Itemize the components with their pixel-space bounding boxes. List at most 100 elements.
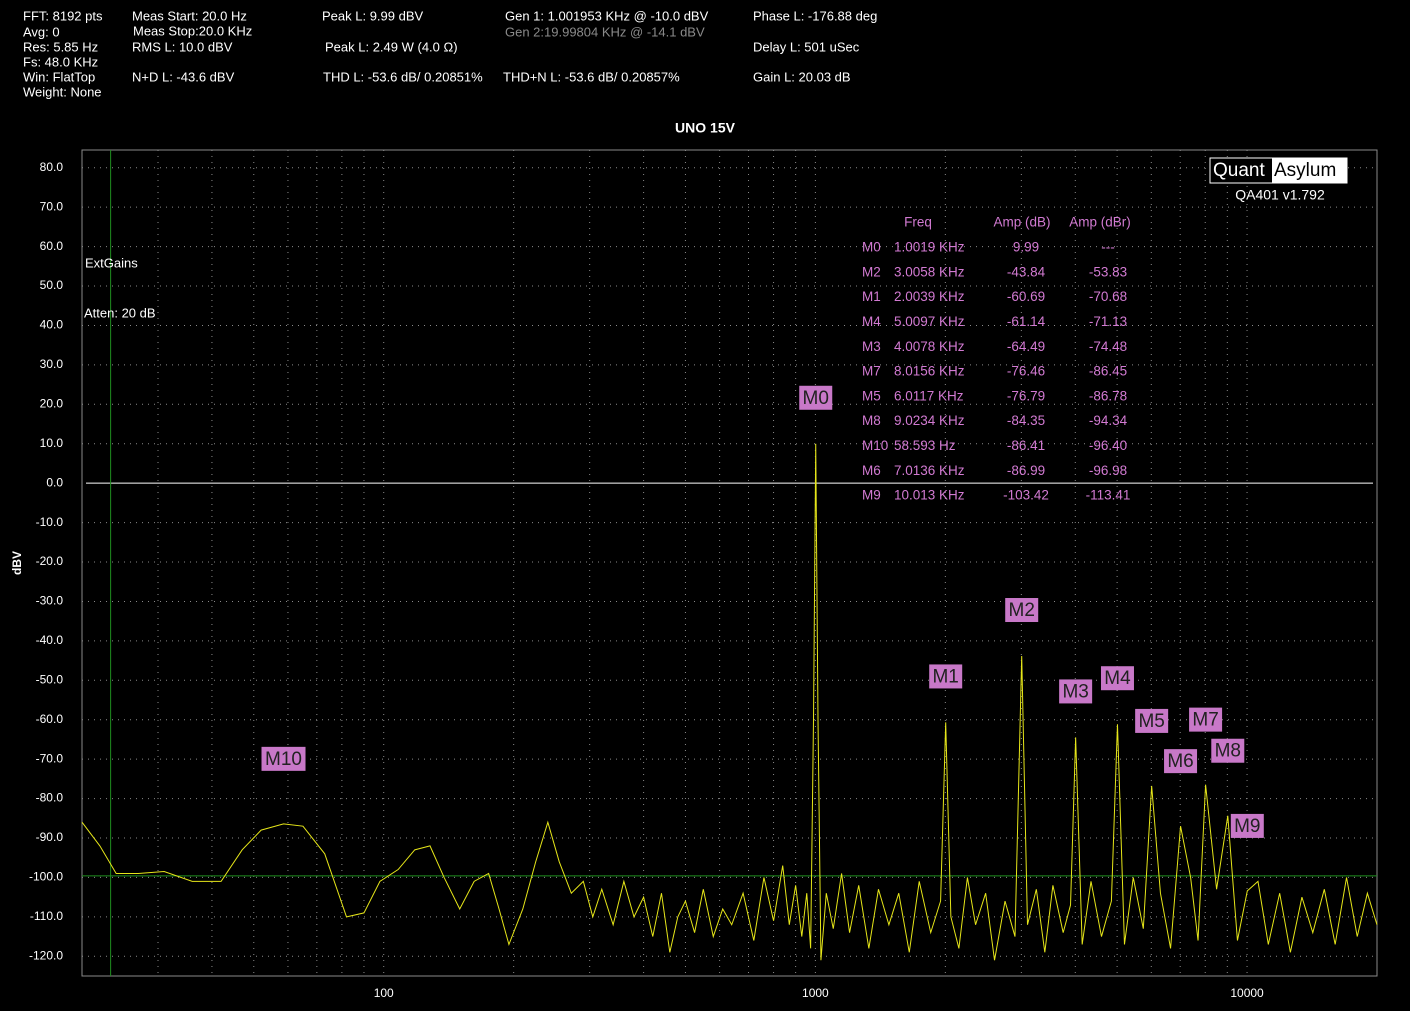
plot: 80.0 70.0 60.0 50.0 40.0 30.0 20.0 10.0 0.0 -10.0… bbox=[29, 150, 1378, 1000]
y-tick-label: -20.0 bbox=[36, 554, 64, 568]
table-cell: M8 bbox=[862, 413, 881, 428]
table-cell: -86.99 bbox=[1007, 463, 1045, 478]
version: QA401 v1.792 bbox=[1235, 187, 1325, 203]
table-cell: -76.46 bbox=[1007, 364, 1045, 379]
table-cell: 3.0058 KHz bbox=[894, 264, 965, 279]
marker-label: M9 bbox=[1234, 816, 1260, 837]
marker-label: M3 bbox=[1062, 681, 1088, 702]
table-cell: -103.42 bbox=[1003, 488, 1049, 503]
marker-label: M6 bbox=[1167, 751, 1193, 772]
marker-box bbox=[1211, 738, 1245, 763]
table-cell: -96.40 bbox=[1089, 438, 1127, 453]
y-tick-label: 40.0 bbox=[40, 318, 64, 332]
table-cell: -61.14 bbox=[1007, 314, 1046, 329]
table-cell: -76.79 bbox=[1007, 388, 1045, 403]
y-tick-label: -120.0 bbox=[29, 948, 63, 962]
stat: N+D L: -43.6 dBV bbox=[132, 69, 235, 84]
table-cell: 9.99 bbox=[1013, 240, 1039, 255]
y-tick-label: -80.0 bbox=[36, 791, 64, 805]
marker-box bbox=[261, 746, 306, 771]
table-cell: -71.13 bbox=[1089, 314, 1127, 329]
table-cell: M9 bbox=[862, 488, 881, 503]
table-cell: M0 bbox=[862, 240, 881, 255]
marker-box bbox=[1005, 598, 1039, 623]
plot-frame bbox=[81, 149, 1378, 977]
table-cell: 7.0136 KHz bbox=[894, 463, 965, 478]
marker-box bbox=[1135, 708, 1169, 733]
y-tick-label: 50.0 bbox=[40, 278, 64, 292]
stat: Avg: 0 bbox=[23, 24, 60, 39]
table-cell: M4 bbox=[862, 314, 881, 329]
table-cell: M7 bbox=[862, 364, 881, 379]
y-tick-label: -100.0 bbox=[29, 870, 63, 884]
logo-text: Asylum bbox=[1274, 160, 1336, 181]
stat: Meas Start: 20.0 Hz bbox=[132, 8, 247, 23]
table-cell: -84.35 bbox=[1007, 413, 1045, 428]
table-header: Freq bbox=[904, 215, 932, 230]
y-axis-label: dBV bbox=[10, 551, 24, 575]
logo-fill bbox=[1272, 158, 1347, 183]
y-tick-label: 30.0 bbox=[40, 357, 64, 371]
table-cell: 8.0156 KHz bbox=[894, 364, 965, 379]
table-cell: 9.0234 KHz bbox=[894, 413, 965, 428]
x-tick-label: 10000 bbox=[1230, 986, 1264, 1000]
marker-label: M1 bbox=[932, 666, 958, 687]
stat: RMS L: 10.0 dBV bbox=[132, 39, 233, 54]
stat: FFT: 8192 pts bbox=[23, 8, 103, 23]
table-cell: 2.0039 KHz bbox=[894, 289, 965, 304]
table-cell: -86.78 bbox=[1089, 388, 1127, 403]
marker-label: M8 bbox=[1215, 741, 1241, 762]
y-tick-label: -30.0 bbox=[36, 594, 64, 608]
stat: Gain L: 20.03 dB bbox=[753, 69, 851, 84]
table-cell: M6 bbox=[862, 463, 881, 478]
marker-box bbox=[1230, 813, 1264, 838]
stat: THD+N L: -53.6 dB/ 0.20857% bbox=[503, 69, 680, 84]
table-cell: -113.41 bbox=[1086, 488, 1131, 503]
y-tick-label: 0.0 bbox=[46, 475, 63, 489]
table-cell: 58.593 Hz bbox=[894, 438, 956, 453]
y-tick-label: 70.0 bbox=[40, 199, 64, 213]
y-tick-label: -70.0 bbox=[36, 751, 64, 765]
annotation: ExtGains bbox=[85, 255, 138, 270]
marker-label: M4 bbox=[1104, 668, 1131, 689]
table-cell: 4.0078 KHz bbox=[894, 339, 965, 354]
marker-box bbox=[929, 664, 963, 689]
y-tick-label: 20.0 bbox=[40, 396, 64, 410]
table-cell: -60.69 bbox=[1007, 289, 1045, 304]
marker-label: M0 bbox=[803, 388, 829, 409]
table-cell: -43.84 bbox=[1007, 264, 1046, 279]
stat: Peak L: 9.99 dBV bbox=[322, 8, 424, 23]
table-header: Amp (dBr) bbox=[1069, 215, 1131, 230]
table-cell: M2 bbox=[862, 264, 881, 279]
chart-title: UNO 15V bbox=[675, 120, 736, 136]
stat: Phase L: -176.88 deg bbox=[753, 8, 877, 23]
table-cell: 5.0097 KHz bbox=[894, 314, 965, 329]
table-cell: 6.0117 KHz bbox=[894, 388, 964, 403]
y-tick-label: -110.0 bbox=[30, 909, 63, 923]
marker-label: M10 bbox=[265, 749, 302, 770]
stat: Win: FlatTop bbox=[23, 69, 95, 84]
table-cell: -74.48 bbox=[1089, 339, 1127, 354]
stat: Delay L: 501 uSec bbox=[753, 39, 860, 54]
table-cell: M3 bbox=[862, 339, 881, 354]
table-cell: -70.68 bbox=[1089, 289, 1127, 304]
marker-box bbox=[1164, 749, 1198, 774]
table-cell: M1 bbox=[862, 289, 881, 304]
table-cell: -94.34 bbox=[1089, 413, 1128, 428]
marker-box bbox=[1100, 666, 1134, 691]
stat: Gen 2:19.99804 KHz @ -14.1 dBV bbox=[505, 24, 705, 39]
y-tick-label: 60.0 bbox=[40, 239, 64, 253]
marker-label: M7 bbox=[1192, 710, 1218, 731]
marker-box bbox=[799, 385, 833, 410]
stat: Res: 5.85 Hz bbox=[23, 39, 98, 54]
logo: Quant Asylum bbox=[1209, 157, 1348, 184]
marker-box bbox=[1059, 679, 1093, 704]
table-cell: -86.41 bbox=[1007, 438, 1045, 453]
x-tick-label: 100 bbox=[374, 986, 394, 1000]
annotation: Atten: 20 dB bbox=[84, 305, 156, 320]
logo-text: Quant bbox=[1213, 160, 1265, 181]
stat: Fs: 48.0 KHz bbox=[23, 54, 98, 69]
table-cell: -86.45 bbox=[1089, 364, 1127, 379]
